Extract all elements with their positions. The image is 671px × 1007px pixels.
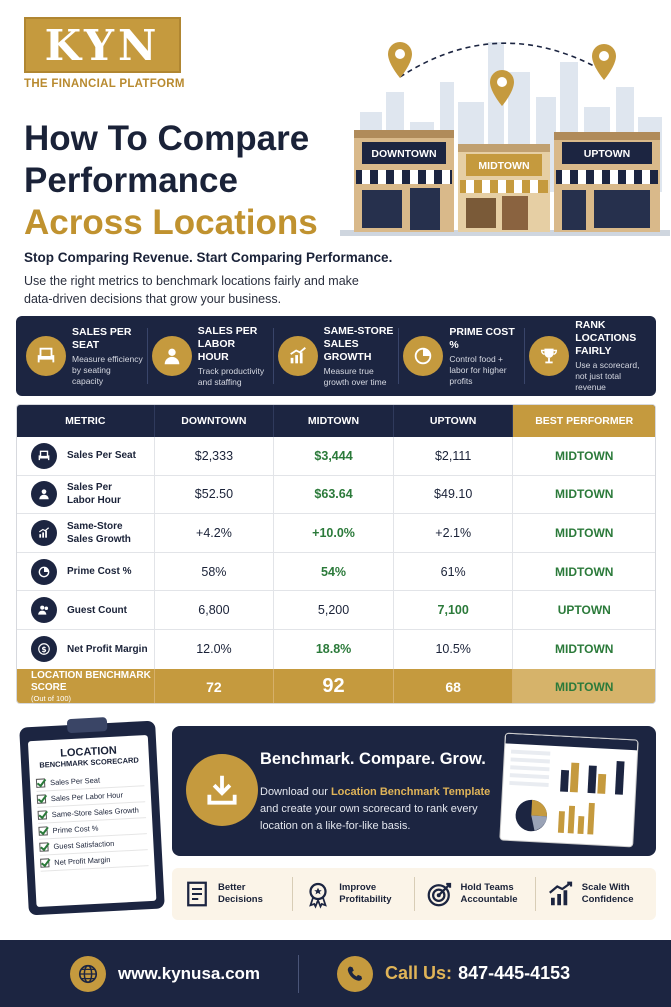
- guests-icon: [31, 597, 57, 624]
- table-row: Sales Per Labor Hour $52.50 $63.64 $49.1…: [17, 475, 655, 515]
- download-icon[interactable]: [186, 754, 258, 826]
- checklist-icon: [187, 881, 207, 907]
- header-downtown: DOWNTOWN: [155, 405, 275, 437]
- score-midtown: 92: [274, 668, 394, 703]
- download-text: Download our Location Benchmark Template…: [260, 786, 491, 832]
- feature-rank-locations: RANK LOCATIONS FAIRLY Use a scorecard, no…: [525, 319, 650, 392]
- brand-logo: KYN: [24, 17, 181, 73]
- footer-divider: [298, 954, 300, 993]
- title-line-3: Across Locations: [24, 203, 318, 242]
- table-row: Prime Cost % 58% 54% 61% MIDTOWN: [17, 552, 655, 592]
- title-line-1: How To Compare: [24, 119, 310, 158]
- table-header: METRIC DOWNTOWN MIDTOWN UPTOWN BEST PERF…: [17, 405, 655, 437]
- checkbox-icon: [35, 778, 46, 788]
- globe-icon: [70, 955, 106, 992]
- table-row: Guest Count 6,800 5,200 7,100 UPTOWN: [17, 591, 655, 630]
- benefit-scale-with-confidence: Scale With Confidence: [536, 877, 656, 911]
- store-sign-uptown: UPTOWN: [584, 148, 630, 160]
- download-panel: Benchmark. Compare. Grow. Download our L…: [172, 726, 656, 856]
- pie-chart-icon: [31, 558, 57, 585]
- call-label: Call Us:: [385, 963, 453, 983]
- trophy-icon: [529, 336, 570, 376]
- benchmark-score-row: LOCATION BENCHMARK SCORE (Out of 100) 72…: [17, 668, 655, 704]
- benefit-hold-teams-accountable: Hold Teams Accountable: [415, 877, 536, 911]
- table-row: Same-Store Sales Growth +4.2% +10.0% +2.…: [17, 514, 655, 553]
- metrics-banner: SALES PER SEAT Measure efficiency by seat…: [16, 316, 656, 396]
- score-best: MIDTOWN: [513, 668, 655, 703]
- score-downtown: 72: [155, 668, 275, 703]
- person-icon: [151, 336, 192, 376]
- spreadsheet-preview: [499, 732, 639, 848]
- benefit-better-decisions: Better Decisions: [172, 877, 294, 911]
- checkbox-icon: [39, 842, 49, 852]
- checkbox-icon: [37, 810, 48, 820]
- checkbox-icon: [40, 858, 50, 868]
- clipboard-clip-icon: [66, 717, 108, 734]
- table-row: Sales Per Seat $2,333 $3,444 $2,111 MIDT…: [17, 437, 655, 476]
- header-midtown: MIDTOWN: [274, 405, 394, 437]
- subheadline: Stop Comparing Revenue. Start Comparing …: [24, 250, 393, 265]
- storefronts-illustration: DOWNTOWN MIDTOWN UPTOWN: [340, 42, 670, 236]
- website-link[interactable]: www.kynusa.com: [118, 963, 261, 983]
- download-title: Benchmark. Compare. Grow.: [260, 750, 486, 768]
- svg-text:$: $: [41, 645, 46, 654]
- store-midtown: [458, 144, 550, 232]
- score-label: LOCATION BENCHMARK SCORE: [31, 670, 151, 694]
- feature-sales-per-seat: SALES PER SEAT Measure efficiency by seat…: [22, 326, 148, 386]
- description: Use the right metrics to benchmark locat…: [24, 274, 359, 306]
- benefit-improve-profitability: Improve Profitability: [293, 877, 415, 911]
- feature-same-store-growth: SAME-STORE SALES GROWTH Measure true grow…: [274, 325, 400, 387]
- footer: www.kynusa.com Call Us: 847-445-4153: [0, 940, 671, 1007]
- checkbox-icon: [38, 826, 48, 836]
- store-uptown: [554, 132, 660, 232]
- score-uptown: 68: [394, 668, 514, 703]
- brand-tagline: THE FINANCIAL PLATFORM: [24, 78, 185, 90]
- store-sign-downtown: DOWNTOWN: [371, 148, 436, 160]
- award-icon: [309, 882, 328, 909]
- comparison-table: METRIC DOWNTOWN MIDTOWN UPTOWN BEST PERF…: [16, 404, 656, 704]
- scorecard-clipboard: LOCATION BENCHMARK SCORECARD Sales Per S…: [19, 717, 165, 916]
- header-uptown: UPTOWN: [394, 405, 514, 437]
- benefits-bar: Better Decisions Improve Profitability H…: [172, 868, 656, 920]
- pie-chart-icon: [403, 336, 444, 376]
- score-sublabel: (Out of 100): [31, 694, 72, 704]
- template-link[interactable]: Location Benchmark Template: [330, 786, 491, 798]
- dollar-icon: $: [31, 636, 57, 663]
- title-line-2: Performance: [24, 161, 238, 200]
- chair-icon: [31, 442, 57, 469]
- phone-icon: [337, 955, 374, 992]
- chair-icon: [26, 336, 66, 376]
- logo-text: KYN: [44, 20, 161, 70]
- map-pin-icon: [388, 42, 412, 78]
- phone-number[interactable]: 847-445-4153: [458, 963, 571, 983]
- checkbox-icon: [36, 794, 47, 804]
- header-best-performer: BEST PERFORMER: [513, 405, 655, 437]
- feature-prime-cost: PRIME COST % Control food + labor for hig…: [399, 326, 526, 386]
- store-sign-midtown: MIDTOWN: [478, 160, 529, 172]
- feature-sales-per-labor-hour: SALES PER LABOR HOUR Track productivity a…: [148, 325, 274, 387]
- store-downtown: [354, 130, 454, 232]
- page-title: How To Compare Performance Across Locati…: [24, 118, 374, 244]
- header-metric: METRIC: [17, 405, 155, 437]
- person-icon: [31, 481, 57, 508]
- growth-chart-icon: [31, 519, 57, 546]
- bar-growth-icon: [548, 881, 572, 906]
- target-icon: [427, 882, 451, 907]
- growth-chart-icon: [277, 336, 318, 376]
- table-row: $ Net Profit Margin 12.0% 18.8% 10.5% MID…: [17, 629, 655, 669]
